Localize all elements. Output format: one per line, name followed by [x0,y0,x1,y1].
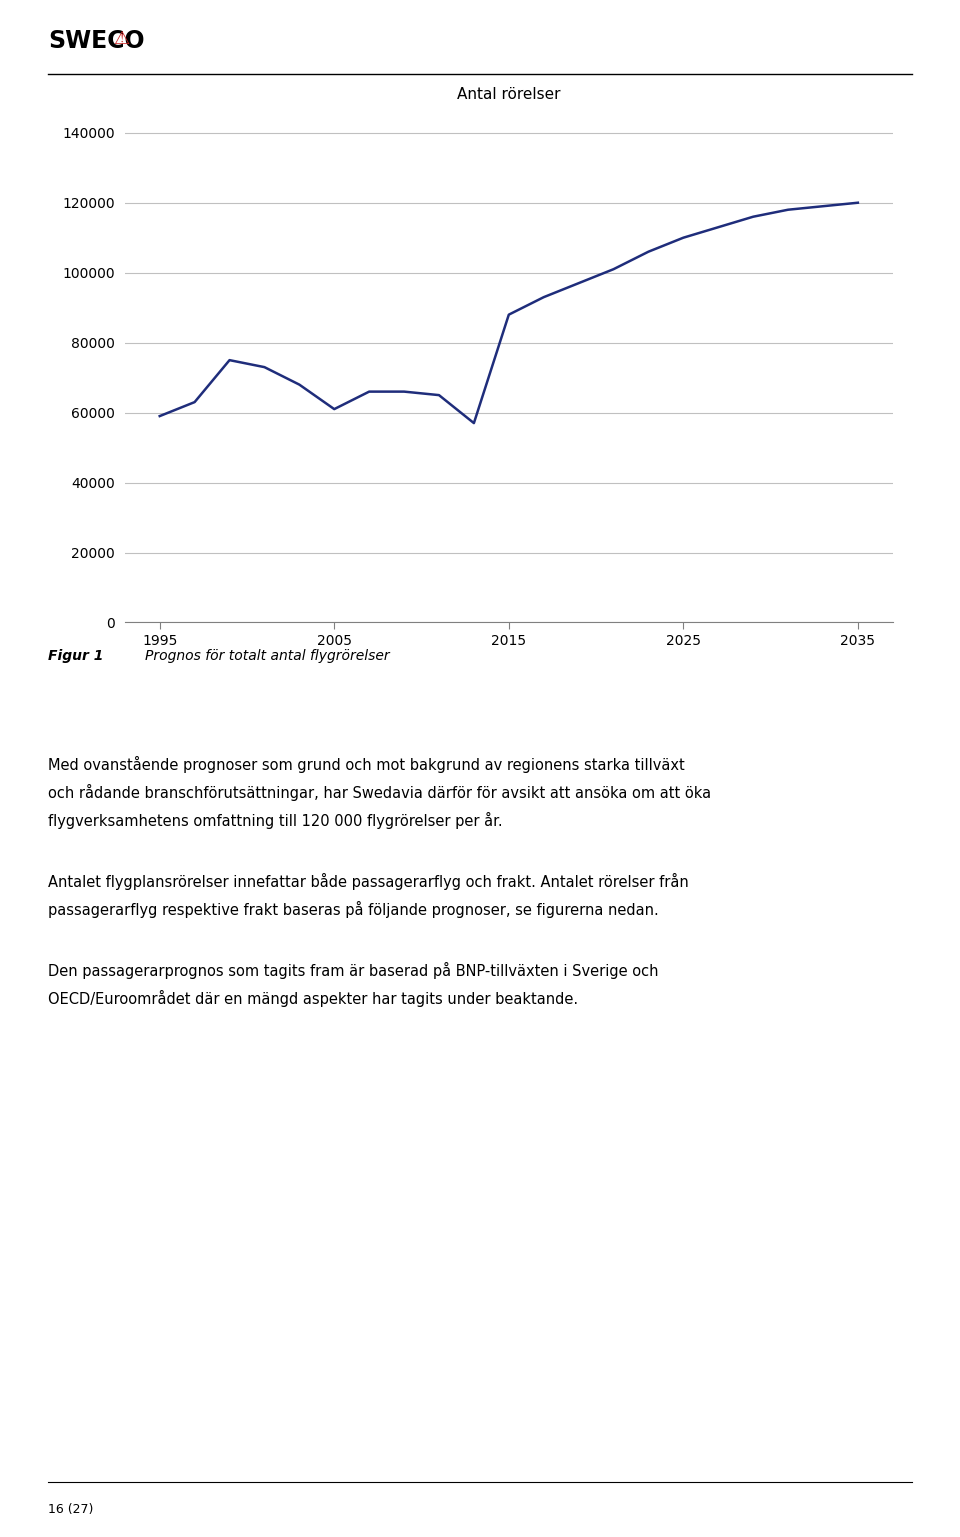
Text: ⚠: ⚠ [113,31,129,48]
Title: Antal rörelser: Antal rörelser [457,86,561,101]
Text: SWECO: SWECO [48,29,145,54]
Text: OECD/Euroområdet där en mängd aspekter har tagits under beaktande.: OECD/Euroområdet där en mängd aspekter h… [48,990,578,1007]
Text: Med ovanstående prognoser som grund och mot bakgrund av regionens starka tillväx: Med ovanstående prognoser som grund och … [48,756,684,773]
Text: 16 (27): 16 (27) [48,1503,93,1515]
Text: flygverksamhetens omfattning till 120 000 flygrörelser per år.: flygverksamhetens omfattning till 120 00… [48,812,503,828]
Text: Antalet flygplansrörelser innefattar både passagerarflyg och frakt. Antalet röre: Antalet flygplansrörelser innefattar båd… [48,873,688,890]
Text: Figur 1: Figur 1 [48,649,104,664]
Text: Prognos för totalt antal flygrörelser: Prognos för totalt antal flygrörelser [145,649,390,664]
Text: och rådande branschförutsättningar, har Swedavia därför för avsikt att ansöka om: och rådande branschförutsättningar, har … [48,784,711,801]
Text: Den passagerarprognos som tagits fram är baserad på BNP-tillväxten i Sverige och: Den passagerarprognos som tagits fram är… [48,962,659,979]
Text: passagerarflyg respektive frakt baseras på följande prognoser, se figurerna neda: passagerarflyg respektive frakt baseras … [48,901,659,918]
